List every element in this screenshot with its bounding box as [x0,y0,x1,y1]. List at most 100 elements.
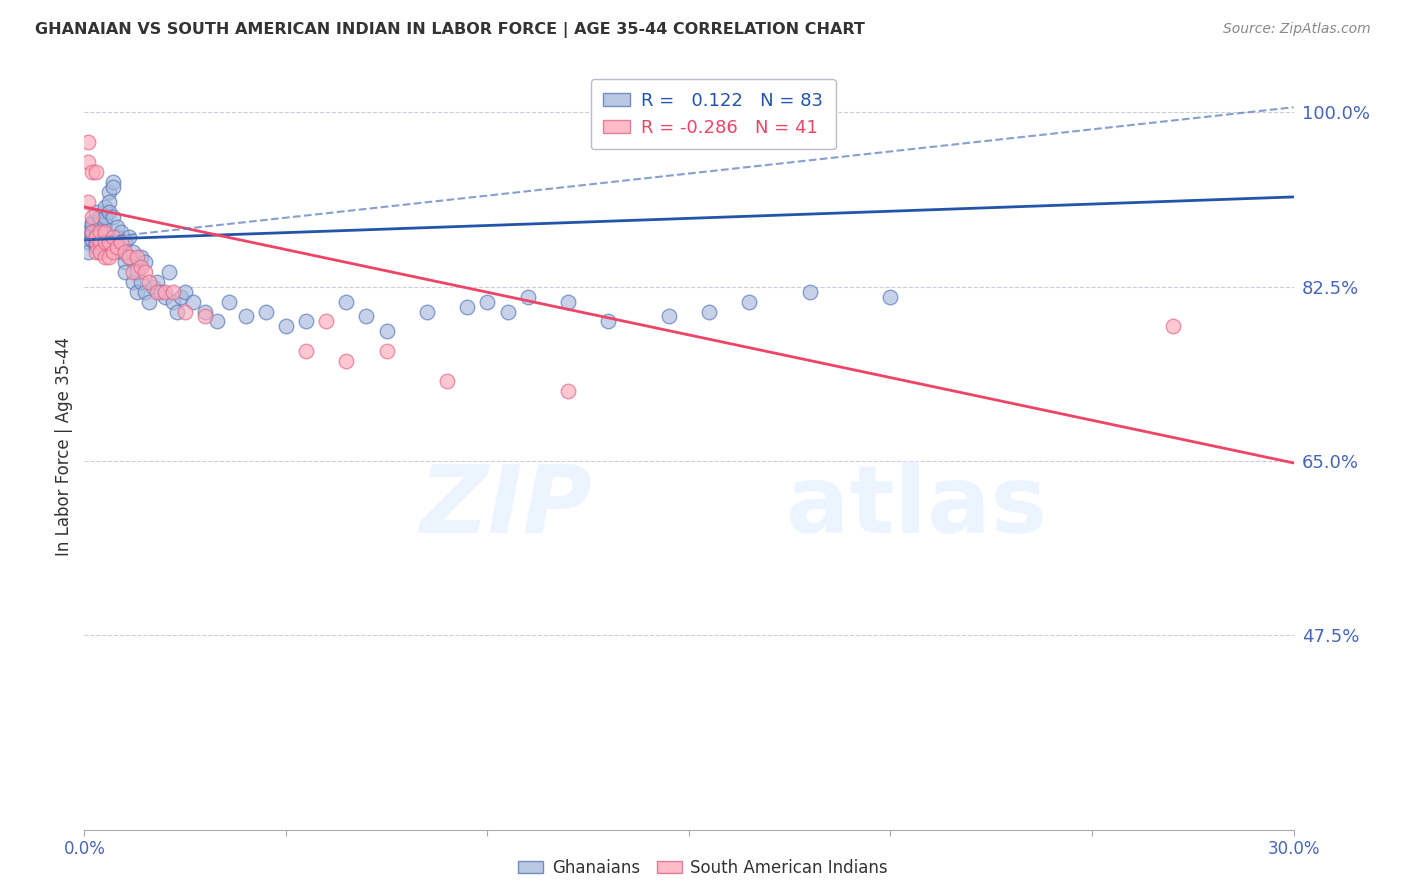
Point [101,180,124,194]
Point [207,314,229,328]
Point [416,304,439,318]
Point [77,229,100,244]
Point [97,205,120,219]
Point [166,304,188,318]
Point [557,384,579,399]
Point [218,294,240,309]
Point [86,165,108,179]
Point [125,250,148,264]
Point [82,227,104,241]
Point [125,285,148,299]
Point [105,219,128,234]
Point [101,210,124,224]
Point [101,229,124,244]
Point [375,325,398,339]
Point [114,265,136,279]
Point [86,236,108,251]
Point [86,235,108,249]
Point [129,275,152,289]
Point [315,314,337,328]
Text: ZIP: ZIP [419,461,592,553]
Point [77,244,100,259]
Point [738,294,761,309]
Point [77,194,100,209]
Point [97,194,120,209]
Point [82,219,104,234]
Point [105,235,128,249]
Point [134,285,156,299]
Point [89,244,111,259]
Point [89,244,111,259]
Point [114,235,136,249]
Point [142,279,165,293]
Point [138,275,160,289]
Point [86,244,108,259]
Point [170,289,193,303]
Point [557,294,579,309]
Point [93,217,115,231]
Point [118,250,141,264]
Point [129,260,152,274]
Point [89,235,111,249]
Point [114,254,136,268]
Point [134,265,156,279]
Point [121,244,143,259]
Legend: Ghanaians, South American Indians: Ghanaians, South American Indians [512,853,894,884]
Point [121,275,143,289]
Point [149,285,172,299]
Point [101,175,124,189]
Point [86,205,108,219]
Point [335,294,357,309]
Point [110,244,132,259]
Point [658,310,681,324]
Point [162,294,184,309]
Point [86,229,108,244]
Point [77,155,100,169]
Point [125,265,148,279]
Point [194,310,217,324]
Text: GHANAIAN VS SOUTH AMERICAN INDIAN IN LABOR FORCE | AGE 35-44 CORRELATION CHART: GHANAIAN VS SOUTH AMERICAN INDIAN IN LAB… [35,22,865,38]
Point [356,310,378,324]
Legend: R =   0.122   N = 83, R = -0.286   N = 41: R = 0.122 N = 83, R = -0.286 N = 41 [591,79,835,150]
Point [86,228,108,243]
Point [105,240,128,254]
Point [295,314,318,328]
Point [697,304,720,318]
Point [118,229,141,244]
Point [110,225,132,239]
Point [97,185,120,199]
Point [77,135,100,149]
Point [799,285,821,299]
Point [82,215,104,229]
Point [254,304,277,318]
Point [89,220,111,235]
Point [879,289,901,303]
Point [86,240,108,254]
Point [157,265,180,279]
Point [129,250,152,264]
Point [82,225,104,239]
Point [134,254,156,268]
Point [1161,319,1184,334]
Point [89,215,111,229]
Point [101,244,124,259]
Point [295,344,318,359]
Point [93,235,115,249]
Point [97,250,120,264]
Point [235,310,257,324]
Point [375,344,398,359]
Point [146,285,169,299]
Point [97,235,120,249]
Point [105,229,128,244]
Point [477,294,499,309]
Point [456,300,478,314]
Point [121,265,143,279]
Text: Source: ZipAtlas.com: Source: ZipAtlas.com [1223,22,1371,37]
Point [146,275,169,289]
Point [335,354,357,368]
Point [93,225,115,239]
Point [598,314,620,328]
Text: atlas: atlas [786,461,1046,553]
Point [82,217,104,231]
Point [274,319,297,334]
